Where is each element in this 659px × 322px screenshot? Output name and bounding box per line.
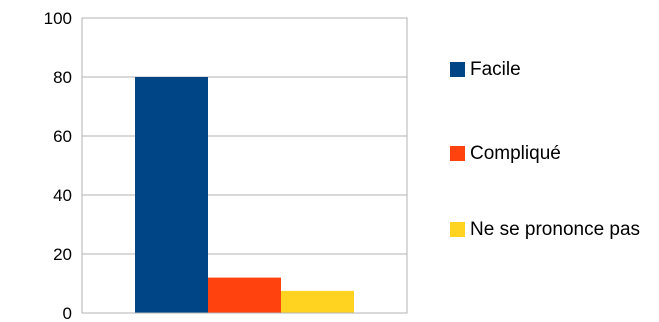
y-tick-label: 0 <box>63 304 72 322</box>
legend-swatch-complique <box>450 146 465 161</box>
legend: Facile Compliqué Ne se prononce pas <box>450 0 655 322</box>
legend-item-facile: Facile <box>450 56 659 83</box>
gridlines <box>82 17 407 314</box>
legend-label-facile: Facile <box>470 59 521 80</box>
legend-label-complique: Compliqué <box>470 143 561 164</box>
bar-compliqu- <box>208 277 281 313</box>
y-tick-label: 20 <box>53 245 72 264</box>
y-tick-label: 100 <box>44 9 72 28</box>
legend-swatch-facile <box>450 62 465 77</box>
bar-facile <box>135 77 208 313</box>
y-tick-label: 60 <box>53 127 72 146</box>
y-tick-label: 40 <box>53 186 72 205</box>
bar-ne-se-prononce-pas <box>281 290 354 313</box>
plot-frame <box>81 17 408 314</box>
legend-label-ne-se-prononce-pas: Ne se prononce pas <box>470 219 641 240</box>
legend-item-ne-se-prononce-pas: Ne se prononce pas <box>450 216 659 243</box>
y-tick-label: 80 <box>53 68 72 87</box>
y-axis-ticks: 0 20 40 60 80 100 <box>44 9 72 322</box>
bar-chart: 0 20 40 60 80 100 <box>44 9 408 322</box>
bars <box>135 77 354 313</box>
legend-item-complique: Compliqué <box>450 140 659 167</box>
legend-swatch-ne-se-prononce-pas <box>450 222 465 237</box>
